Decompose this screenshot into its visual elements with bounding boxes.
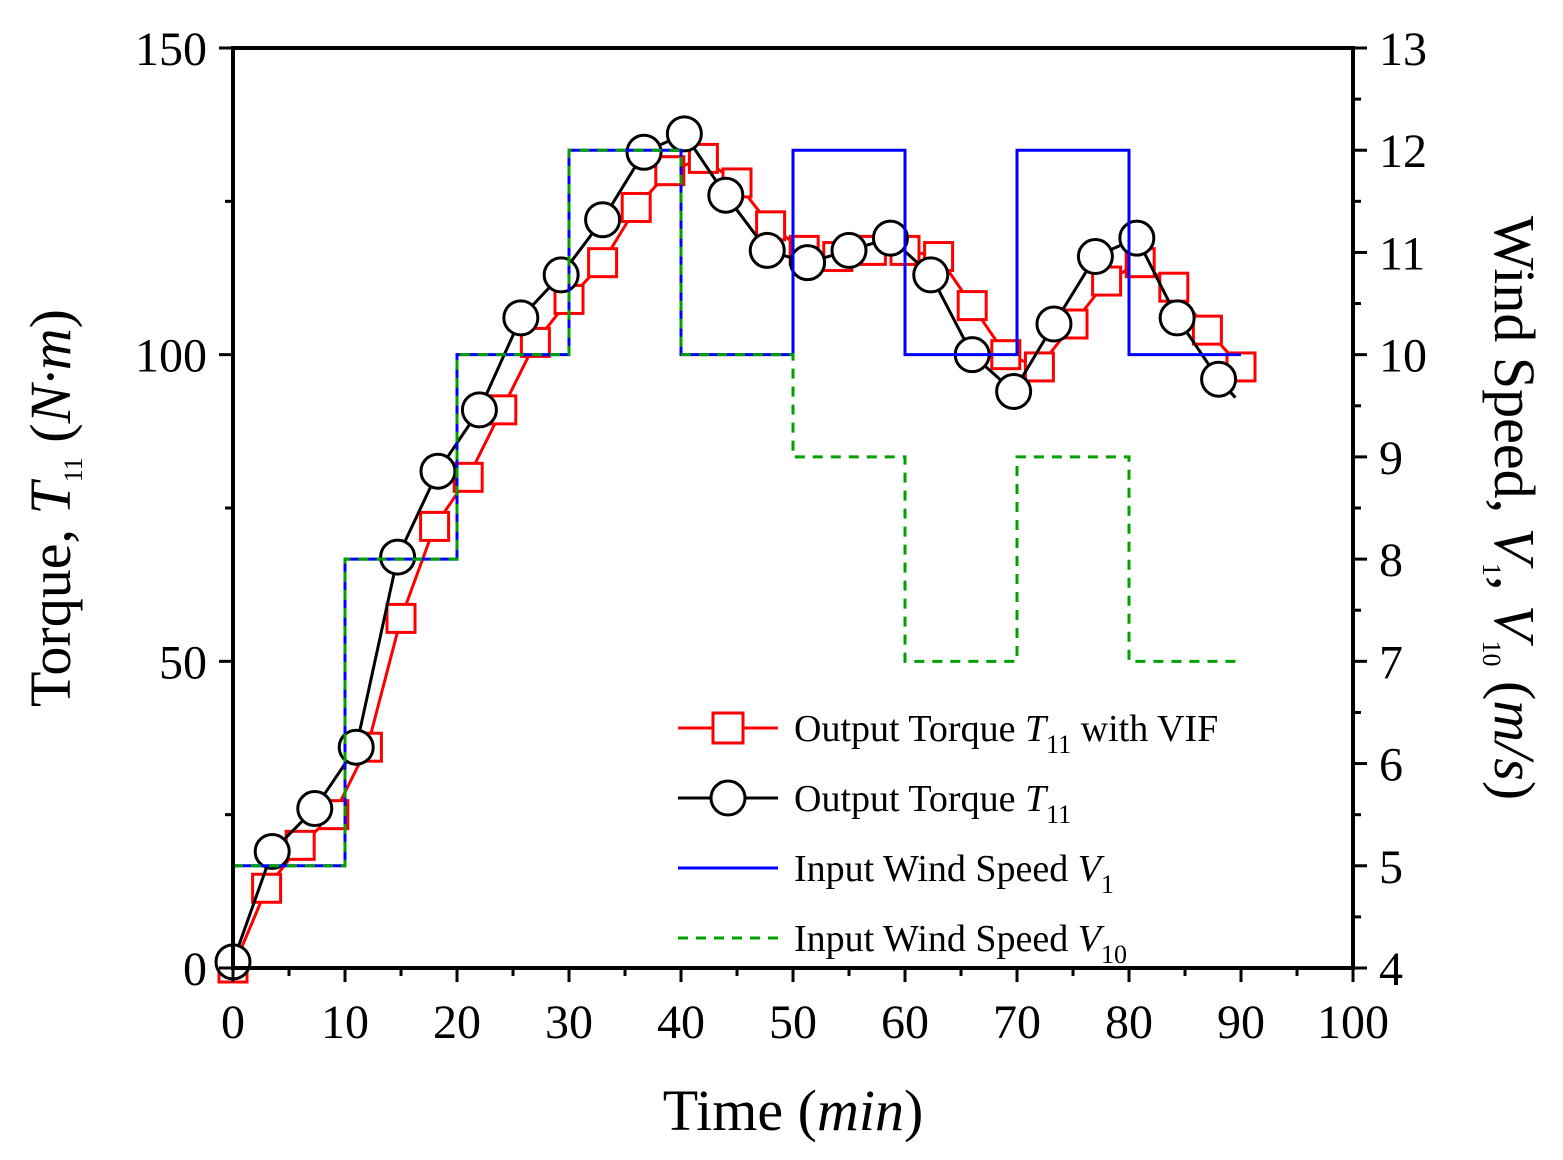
right-y-tick-label: 6 [1379,739,1403,792]
right-y-tick-label: 10 [1379,330,1427,383]
right-y-tick-label: 8 [1379,534,1403,587]
x-tick-label: 100 [1317,996,1389,1049]
right-y-tick-label: 4 [1379,943,1403,996]
series-2-point [665,115,703,153]
series-2-point [584,201,622,239]
series-2-point [1076,238,1114,276]
series-2-point [1200,360,1238,398]
left-y-tick-label: 0 [183,943,207,996]
series-2-point [502,299,540,337]
series-1-point [1158,271,1190,303]
right-y-tick-label: 11 [1379,227,1425,280]
x-axis-title: Time (min) [663,1078,924,1143]
series-1-point [956,290,988,322]
left-y-tick-label: 50 [159,636,207,689]
legend: Output Torque T11 with VIF Output Torque … [678,708,1218,969]
series-1-point [284,829,316,861]
series-1-point [1191,314,1223,346]
series-1-point [587,247,619,279]
x-tick-label: 60 [881,996,929,1049]
series-2-point [871,219,909,257]
series-2-point [912,256,950,294]
x-tick-label: 10 [321,996,369,1049]
series-2-point [995,372,1033,410]
series-2-point [748,231,786,269]
series-4-step-line [233,148,1241,868]
series-2-point [419,452,457,490]
axis-layer: 0 10 20 30 40 50 60 70 80 90 100 0 50 100 150 4 5 6 7 8 9 10 1… [135,23,1427,1049]
x-tick-label: 40 [657,996,705,1049]
x-tick-label: 50 [769,996,817,1049]
series-2-point [625,133,663,171]
right-y-tick-label: 7 [1379,636,1403,689]
legend-label-3: Input Wind Speed V1 [794,848,1114,899]
series-2-point [296,790,334,828]
series-2-point [460,391,498,429]
right-y-tick-label: 5 [1379,841,1403,894]
series-2-point [1158,299,1196,337]
series-1-point [385,602,417,634]
series-1-point [620,191,652,223]
x-tick-label: 20 [433,996,481,1049]
series-2-point [789,244,827,282]
series-1-point [419,510,451,542]
legend-swatch-circle [709,779,747,817]
series-2-point [542,256,580,294]
legend-label-1: Output Torque T11 with VIF [794,708,1218,759]
series-1-point [654,155,686,187]
x-tick-label: 90 [1217,996,1265,1049]
series-layer [214,115,1257,984]
left-y-axis-title: Torque, T11 (N·m) [18,309,88,707]
series-2-point [830,231,868,269]
right-y-axis-title: Wind Speed, V1, V10 (m/s) [1477,216,1547,800]
legend-label-4: Input Wind Speed V10 [794,918,1127,969]
series-1-point [1023,351,1055,383]
right-y-tick-label: 9 [1379,432,1403,485]
right-y-tick-label: 13 [1379,23,1427,76]
series-2-point [1118,219,1156,257]
x-tick-label: 30 [545,996,593,1049]
series-2-point [707,176,745,214]
series-2-point [379,538,417,576]
right-y-tick-label: 12 [1379,125,1427,178]
legend-swatch-square [711,711,745,745]
x-tick-label: 70 [993,996,1041,1049]
x-tick-label: 0 [221,996,245,1049]
series-2-point [337,728,375,766]
legend-label-2: Output Torque T11 [794,778,1071,829]
left-y-tick-label: 150 [135,23,207,76]
x-tick-label: 80 [1105,996,1153,1049]
series-2-point [1035,305,1073,343]
series-2-point [253,832,291,870]
left-y-tick-label: 100 [135,330,207,383]
